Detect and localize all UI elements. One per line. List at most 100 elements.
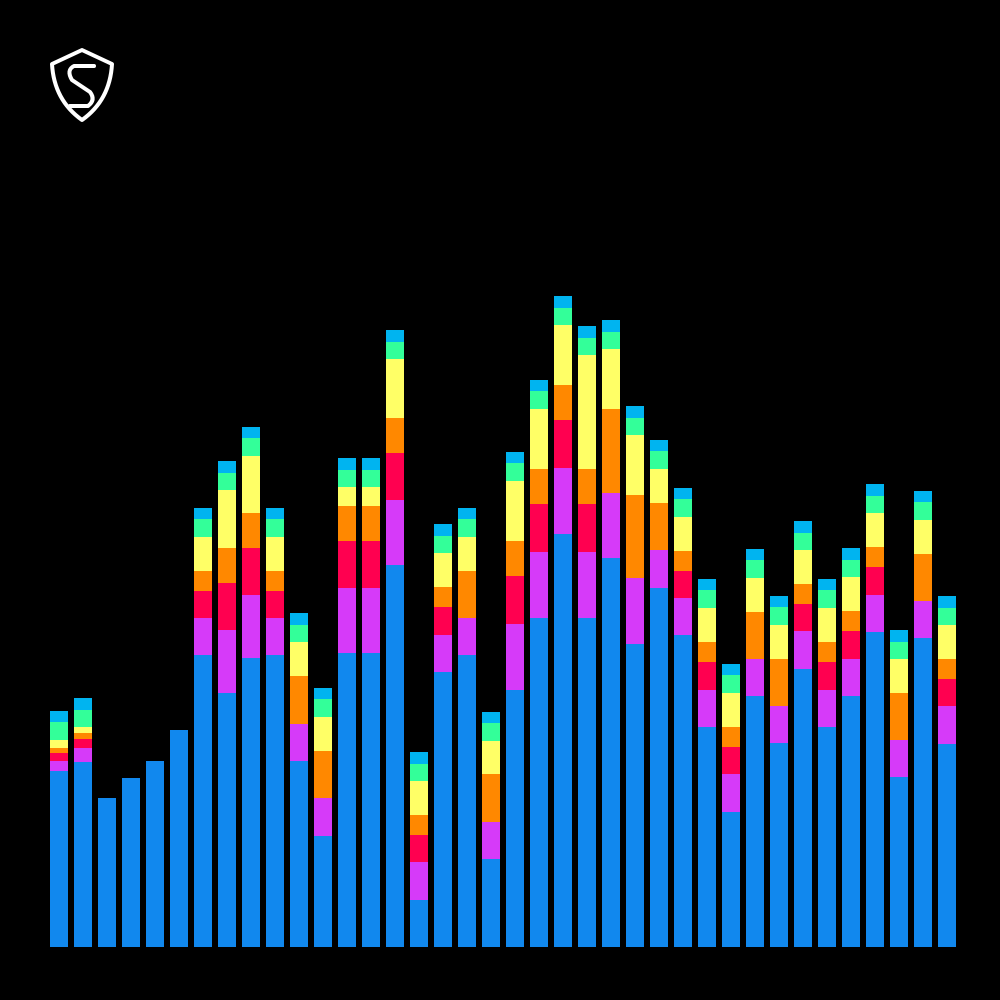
- bar-segment: [458, 508, 476, 519]
- bar-segment: [458, 537, 476, 571]
- bar-segment: [266, 655, 284, 947]
- bar-segment: [602, 320, 620, 332]
- bar-segment: [194, 655, 212, 947]
- bar-segment: [386, 342, 404, 359]
- bar-segment: [698, 727, 716, 947]
- bar-segment: [602, 493, 620, 558]
- bar-segment: [650, 503, 668, 550]
- bar-segment: [674, 517, 692, 551]
- bar-segment: [266, 537, 284, 571]
- bar-segment: [938, 706, 956, 744]
- bar-segment: [338, 487, 356, 506]
- bar-segment: [386, 418, 404, 453]
- bar-segment: [938, 659, 956, 679]
- bar-segment: [98, 798, 116, 947]
- bar-segment: [770, 706, 788, 743]
- bar-segment: [866, 484, 884, 496]
- bar-segment: [482, 723, 500, 741]
- bar-segment: [626, 578, 644, 644]
- bar-segment: [170, 730, 188, 947]
- bar-segment: [410, 781, 428, 815]
- bar-segment: [506, 452, 524, 463]
- bar-segment: [866, 513, 884, 547]
- logo: [50, 48, 114, 122]
- bar-segment: [650, 440, 668, 451]
- bar-segment: [314, 836, 332, 947]
- bar-segment: [578, 469, 596, 504]
- bar-segment: [74, 727, 92, 733]
- bar-segment: [362, 458, 380, 470]
- bar-segment: [602, 349, 620, 409]
- bar-segment: [434, 553, 452, 587]
- bar-segment: [530, 504, 548, 552]
- bar-segment: [290, 676, 308, 724]
- bar-segment: [434, 587, 452, 607]
- bar-segment: [674, 635, 692, 947]
- bar-segment: [938, 596, 956, 608]
- bar-segment: [578, 326, 596, 338]
- bar-segment: [314, 717, 332, 751]
- bar-segment: [242, 595, 260, 658]
- bar-segment: [434, 524, 452, 536]
- bar-segment: [218, 461, 236, 473]
- bar-segment: [458, 571, 476, 618]
- bar-segment: [746, 560, 764, 578]
- bar-segment: [626, 406, 644, 418]
- bar-segment: [74, 748, 92, 762]
- bar-segment: [458, 618, 476, 655]
- bar-segment: [74, 710, 92, 727]
- bar-segment: [626, 418, 644, 435]
- bar-segment: [698, 642, 716, 662]
- bar-segment: [842, 560, 860, 577]
- bar-segment: [362, 653, 380, 947]
- bar-segment: [890, 659, 908, 693]
- bar-segment: [650, 451, 668, 469]
- bar-segment: [698, 690, 716, 727]
- bar-segment: [770, 607, 788, 625]
- bar-segment: [746, 549, 764, 560]
- bar-segment: [674, 571, 692, 598]
- bar-segment: [362, 588, 380, 653]
- bar-segment: [914, 520, 932, 554]
- bar-segment: [842, 577, 860, 611]
- bar-segment: [842, 659, 860, 696]
- bar-segment: [218, 583, 236, 630]
- bar-segment: [242, 513, 260, 548]
- bar-segment: [50, 722, 68, 740]
- bar-segment: [74, 739, 92, 748]
- bar-segment: [218, 693, 236, 947]
- bar-segment: [602, 332, 620, 349]
- bar-segment: [434, 635, 452, 672]
- bar-segment: [410, 862, 428, 900]
- bar-segment: [914, 491, 932, 502]
- bar-segment: [842, 611, 860, 631]
- bar-segment: [746, 578, 764, 612]
- bar-segment: [578, 355, 596, 469]
- bar-segment: [410, 815, 428, 835]
- bar-segment: [314, 699, 332, 717]
- bar-segment: [266, 618, 284, 655]
- bar-segment: [914, 638, 932, 947]
- bar-segment: [698, 590, 716, 608]
- bar-segment: [770, 743, 788, 947]
- bar-segment: [434, 607, 452, 635]
- bar-segment: [866, 496, 884, 513]
- bar-segment: [194, 571, 212, 591]
- bar-segment: [74, 762, 92, 947]
- bar-segment: [938, 608, 956, 625]
- bar-segment: [266, 508, 284, 519]
- bar-segment: [314, 688, 332, 699]
- bar-segment: [242, 427, 260, 438]
- bar-segment: [74, 698, 92, 710]
- bar-segment: [578, 618, 596, 947]
- bar-segment: [578, 552, 596, 618]
- bar-segment: [578, 504, 596, 552]
- bar-segment: [506, 690, 524, 947]
- bar-segment: [554, 534, 572, 947]
- bar-segment: [554, 468, 572, 534]
- bar-segment: [866, 567, 884, 595]
- bar-segment: [698, 608, 716, 642]
- bar-segment: [770, 596, 788, 607]
- bar-segment: [554, 296, 572, 308]
